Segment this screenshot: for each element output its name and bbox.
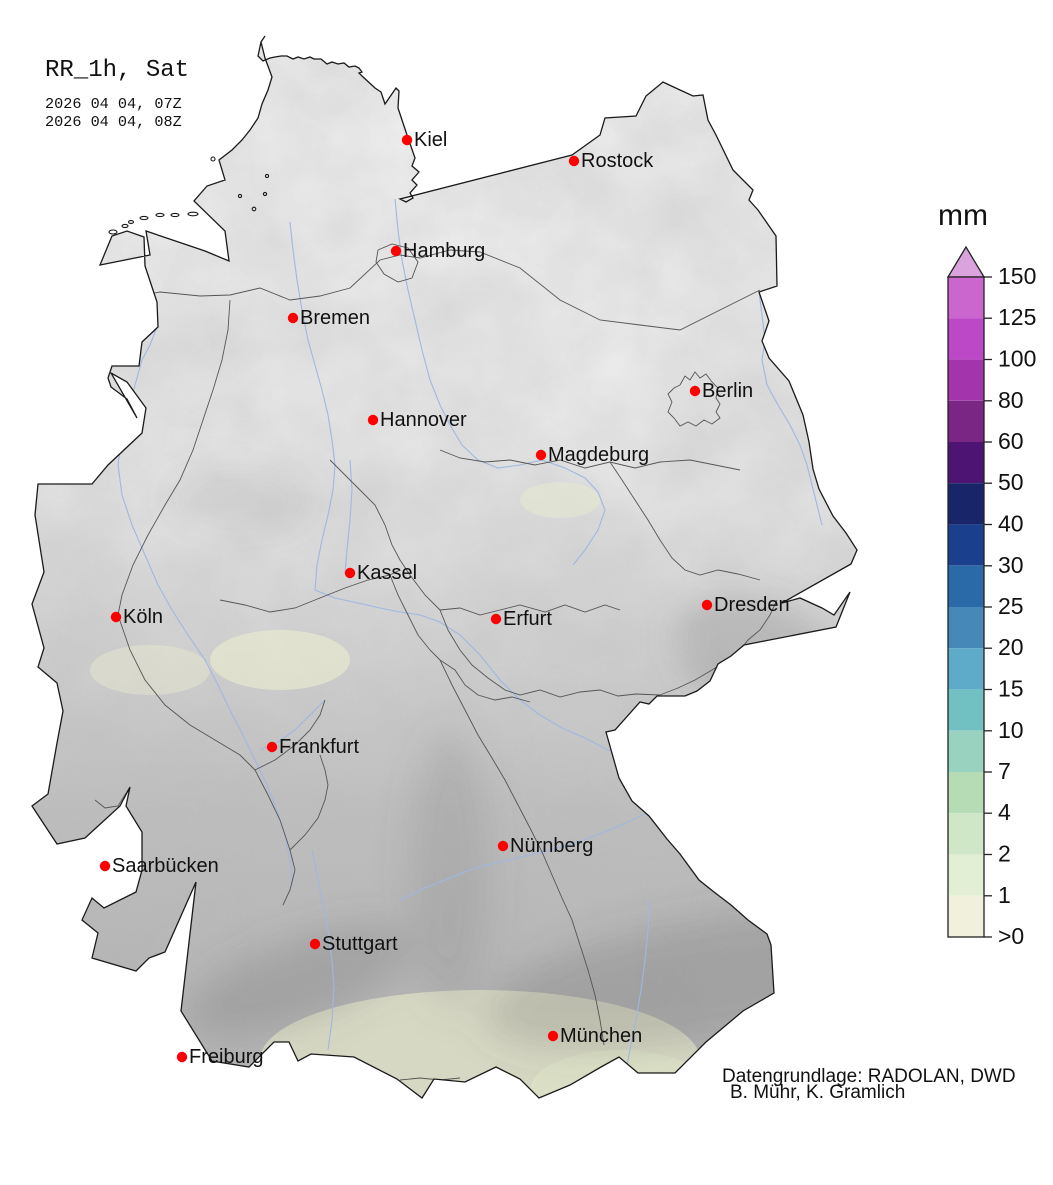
svg-text:RR_1h, Sat: RR_1h, Sat [45, 57, 189, 84]
svg-text:Kiel: Kiel [414, 129, 447, 151]
svg-text:7: 7 [998, 758, 1011, 784]
svg-text:25: 25 [998, 593, 1024, 619]
svg-text:2026 04 04, 08Z: 2026 04 04, 08Z [45, 113, 182, 131]
svg-text:1: 1 [998, 882, 1011, 908]
svg-text:20: 20 [998, 634, 1024, 660]
svg-text:B. Mühr, K. Gramlich: B. Mühr, K. Gramlich [730, 1082, 905, 1103]
svg-text:40: 40 [998, 511, 1024, 537]
svg-text:Stuttgart: Stuttgart [322, 933, 398, 955]
svg-text:2: 2 [998, 841, 1011, 867]
svg-text:Nürnberg: Nürnberg [510, 835, 593, 857]
svg-text:Dresden: Dresden [714, 594, 790, 616]
svg-text:80: 80 [998, 387, 1024, 413]
svg-text:Köln: Köln [123, 606, 163, 628]
svg-text:30: 30 [998, 552, 1024, 578]
svg-text:50: 50 [998, 469, 1024, 495]
svg-text:10: 10 [998, 717, 1024, 743]
svg-text:Rostock: Rostock [581, 150, 654, 172]
svg-text:Bremen: Bremen [300, 307, 370, 329]
svg-text:Freiburg: Freiburg [189, 1046, 263, 1068]
svg-text:Saarbücken: Saarbücken [112, 855, 219, 877]
svg-text:Erfurt: Erfurt [503, 608, 552, 630]
svg-text:Hamburg: Hamburg [403, 240, 485, 262]
svg-text:4: 4 [998, 799, 1011, 825]
svg-text:>0: >0 [998, 923, 1024, 949]
svg-text:Kassel: Kassel [357, 562, 417, 584]
svg-text:125: 125 [998, 304, 1036, 330]
svg-text:München: München [560, 1025, 642, 1047]
svg-text:15: 15 [998, 676, 1024, 702]
svg-text:Magdeburg: Magdeburg [548, 444, 649, 466]
svg-text:Hannover: Hannover [380, 409, 467, 431]
svg-text:2026 04 04, 07Z: 2026 04 04, 07Z [45, 95, 182, 113]
svg-text:60: 60 [998, 428, 1024, 454]
svg-text:100: 100 [998, 346, 1036, 372]
svg-text:mm: mm [938, 199, 988, 232]
svg-text:Berlin: Berlin [702, 380, 753, 402]
svg-text:Frankfurt: Frankfurt [279, 736, 359, 758]
svg-text:150: 150 [998, 263, 1036, 289]
